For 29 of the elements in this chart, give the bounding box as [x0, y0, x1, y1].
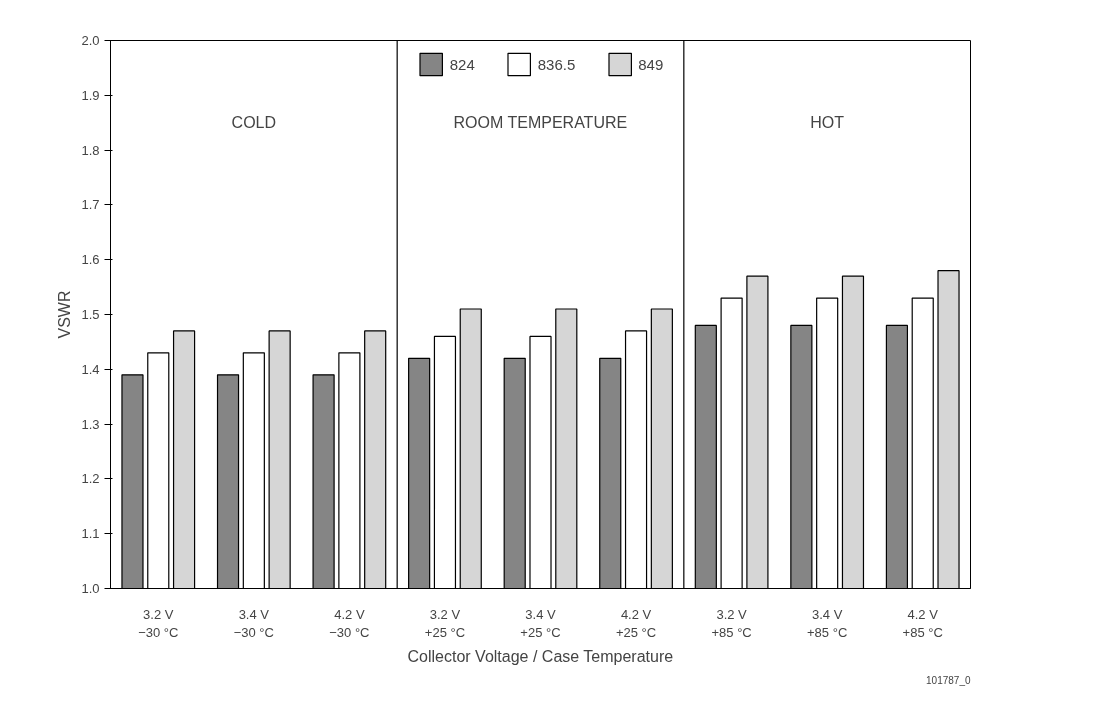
y-tick-label: 1.0 [81, 581, 100, 596]
x-tick-label: 4.2 V +85 °C [902, 606, 943, 640]
x-tick-label: 3.2 V +85 °C [711, 606, 752, 640]
y-tick-label: 2.0 [81, 33, 100, 48]
annotation: COLD [231, 114, 277, 132]
x-axis-title: Collector Voltage / Case Temperature [407, 647, 674, 665]
y-tick-label: 1.5 [81, 307, 100, 322]
legend-label: 824 [449, 55, 475, 73]
y-tick-label: 1.8 [81, 142, 100, 158]
x-tick-label: 3.4 V +25 °C [520, 606, 561, 640]
x-tick-label: 4.2 V −30 °C [329, 606, 370, 640]
x-tick-label: 3.2 V +25 °C [424, 606, 466, 640]
legend-label: 836.5 [537, 55, 576, 73]
x-tick-label: 3.2 V −30 °C [138, 606, 179, 640]
x-tick-label: 3.4 V +85 °C [807, 606, 848, 640]
y-tick-label: 1.3 [81, 416, 100, 432]
y-tick-label: 1.6 [81, 252, 100, 268]
text: 101787_0 [926, 674, 971, 686]
y-tick-label: 1.7 [81, 197, 100, 213]
x-tick-label: 4.2 V +25 °C [615, 606, 657, 640]
y-tick-label: 1.4 [81, 361, 100, 377]
annotation: ROOM TEMPERATURE [453, 114, 628, 132]
y-tick-label: 1.9 [81, 87, 100, 103]
legend-label: 849 [638, 55, 664, 73]
y-tick-label: 1.2 [81, 471, 100, 487]
x-tick-label: 3.4 V −30 °C [233, 606, 274, 640]
y-axis-title: VSWR [56, 290, 74, 339]
y-tick-label: 1.1 [81, 526, 100, 542]
annotation: HOT [810, 114, 845, 132]
